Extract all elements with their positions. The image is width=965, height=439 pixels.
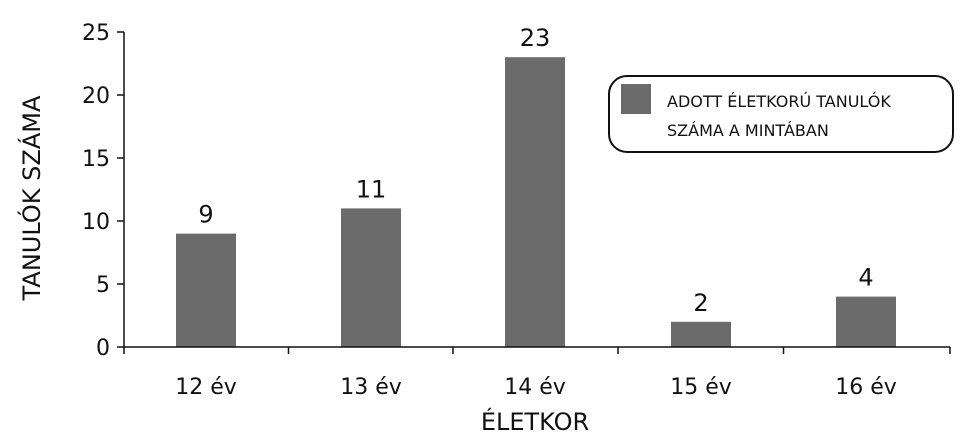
x-category-label: 15 év (670, 375, 732, 400)
x-category-label: 12 év (175, 375, 237, 400)
bar-value-label: 9 (198, 201, 213, 229)
bar (836, 296, 896, 347)
y-tick-label: 20 (82, 84, 110, 109)
x-category-label: 16 év (835, 375, 897, 400)
legend-label-line-2: SZÁMA A MINTÁBAN (667, 121, 829, 140)
bar-value-label: 23 (520, 24, 551, 52)
data-labels-layer: 9 12 év 11 13 év 23 14 év 2 15 év 4 16 év (175, 24, 897, 400)
y-tick-label: 5 (96, 273, 110, 298)
legend-box (608, 75, 954, 153)
y-tick-label: 0 (96, 336, 110, 361)
y-tick-label: 15 (82, 147, 110, 172)
bars-layer (176, 57, 896, 347)
y-tick-label: 10 (82, 210, 110, 235)
legend: ADOTT ÉLETKORÚ TANULÓK SZÁMA A MINTÁBAN (608, 75, 954, 153)
axes-layer (123, 32, 950, 348)
bar (671, 321, 731, 347)
legend-swatch (621, 84, 651, 114)
x-category-label: 14 év (504, 375, 566, 400)
bar-value-label: 11 (356, 175, 387, 203)
x-category-label: 13 év (340, 375, 402, 400)
bar (505, 57, 565, 347)
bar-value-label: 4 (858, 264, 873, 292)
y-axis-title: TANULÓK SZÁMA (16, 95, 46, 301)
y-tick-label: 25 (82, 21, 110, 46)
bar (341, 208, 401, 347)
x-axis-title: ÉLETKOR (481, 407, 589, 436)
ticks-layer: 0 5 10 15 20 25 (82, 21, 951, 361)
legend-label-line-1: ADOTT ÉLETKORÚ TANULÓK (667, 92, 891, 111)
bar (176, 233, 236, 347)
bar-value-label: 2 (693, 289, 708, 317)
